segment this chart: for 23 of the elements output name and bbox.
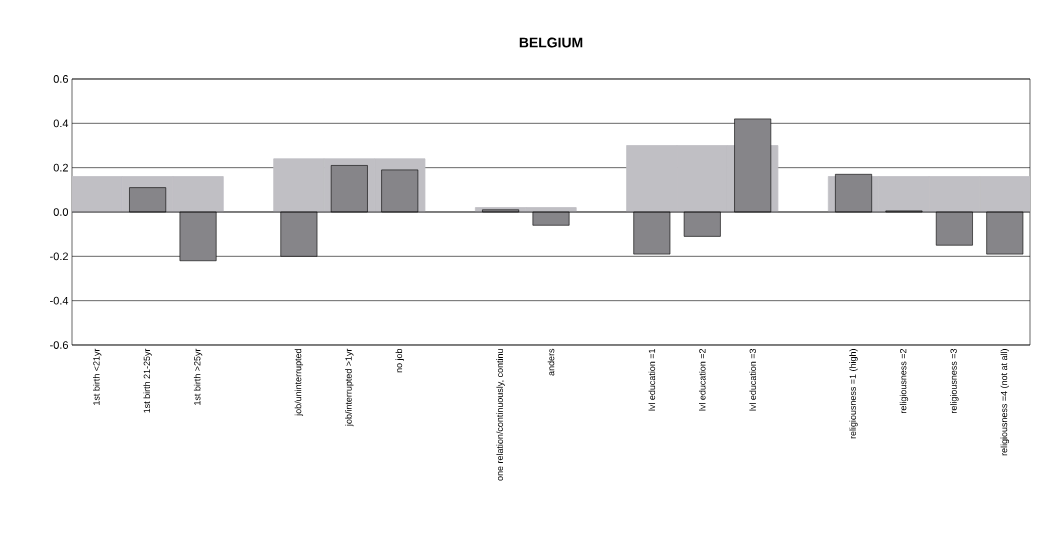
x-tick-label: job/uninterrupted (294, 349, 304, 417)
x-tick-label: religiousness =2 (899, 348, 909, 413)
x-tick-label: religiousness =3 (950, 348, 959, 413)
y-tick-label: 0.0 (53, 208, 69, 216)
y-tick-label: 0.2 (53, 163, 68, 172)
x-tick-label: lvl education =2 (698, 348, 706, 411)
x-tick-label: 1st birth 21-25yr (143, 348, 152, 413)
y-tick-label: -0.6 (50, 341, 68, 349)
y-tick-label: 0.4 (53, 119, 69, 128)
x-tick-label: one relation/continuously, continu (496, 349, 505, 481)
x-tick-label: religiousness =4 (not at all) (1000, 349, 1009, 456)
y-tick-label: 0.6 (53, 75, 68, 83)
x-tick-label: no job (395, 348, 404, 373)
y-tick-label: -0.2 (50, 252, 68, 261)
x-tick-label: anders (547, 348, 555, 376)
x-tick-label: job/interrupted >1yr (345, 348, 354, 427)
x-tick-label: lvl education =3 (749, 348, 756, 411)
x-tick-label: 1st birth <21yr (93, 348, 102, 405)
chart-title: BELGIUM (519, 37, 583, 48)
x-tick-label: 1st birth >25yr (193, 348, 203, 405)
x-tick-label: religiousness =1 (high) (849, 349, 858, 439)
y-tick-label: -0.4 (50, 296, 69, 305)
x-tick-label: lvl education =1 (648, 348, 656, 411)
